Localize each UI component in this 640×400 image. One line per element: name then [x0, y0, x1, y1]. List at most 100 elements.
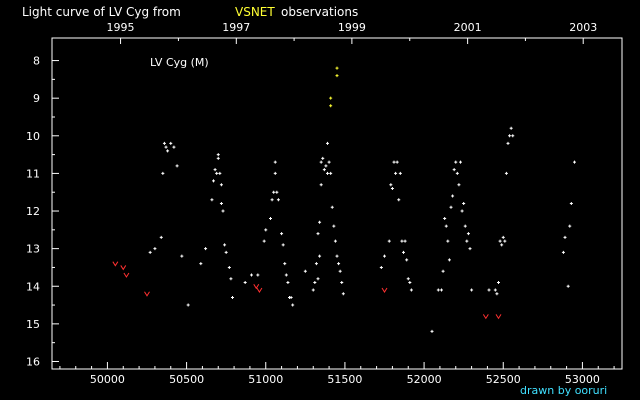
y-tick-label: 12: [26, 205, 40, 218]
observation-point: [387, 239, 391, 243]
observation-point: [319, 160, 323, 164]
observation-point: [162, 141, 166, 145]
observation-point: [501, 235, 505, 239]
top-axis-years: 1995 1997 1999 2001 2003: [107, 21, 597, 44]
observation-point: [204, 247, 208, 251]
observation-point: [459, 160, 462, 164]
observation-point: [210, 198, 214, 202]
observation-point: [455, 171, 459, 175]
x-tick-label: 52000: [407, 373, 442, 386]
credit-label: drawn by ooruri: [520, 384, 607, 397]
upper-limit-points: [112, 261, 502, 320]
observation-point: [269, 217, 272, 221]
observation-point: [322, 168, 326, 172]
observation-point: [229, 277, 233, 281]
observation-point: [398, 171, 402, 175]
observation-point: [281, 243, 285, 247]
observation-point: [218, 171, 222, 175]
x-tick-label: 52500: [486, 373, 521, 386]
observation-point: [465, 239, 469, 243]
observation-point: [397, 198, 401, 202]
observation-point: [276, 198, 280, 202]
observation-point: [273, 171, 277, 175]
observation-point: [169, 141, 173, 145]
observation-point: [568, 224, 572, 228]
observation-point: [313, 280, 317, 284]
observation-point: [500, 243, 504, 247]
observation-point: [164, 145, 168, 149]
observation-point: [180, 254, 184, 258]
observation-point: [175, 164, 179, 168]
observation-point: [219, 202, 223, 205]
upper-limit-point: [112, 261, 119, 267]
x-tick-label: 53000: [565, 373, 600, 386]
y-tick-label: 13: [26, 243, 40, 256]
observation-point: [468, 247, 472, 251]
observation-point: [284, 273, 288, 277]
observation-point: [504, 171, 508, 175]
observation-point: [161, 171, 165, 175]
upper-limit-point: [482, 314, 489, 320]
observation-point: [148, 250, 152, 254]
observation-point: [221, 209, 225, 213]
observation-point: [216, 153, 220, 157]
observation-point: [326, 171, 329, 175]
observation-point: [447, 258, 451, 262]
observation-point: [446, 239, 450, 243]
observation-point: [327, 160, 331, 164]
y-tick-label: 11: [26, 167, 40, 180]
observation-point: [291, 303, 295, 307]
observation-point: [324, 164, 328, 168]
observation-point: [212, 179, 215, 183]
observation-point: [186, 303, 190, 307]
observation-point: [216, 156, 220, 160]
x-axis: 50000 50500 51000 51500 52000 52500 53000: [59, 362, 615, 386]
observation-point: [449, 205, 453, 209]
year-tick-label: 1995: [107, 21, 135, 34]
observation-point: [392, 160, 396, 164]
observation-point: [273, 160, 277, 164]
observation-point: [457, 183, 461, 187]
upper-limit-point: [120, 265, 127, 271]
observation-point: [440, 288, 443, 292]
observation-point: [215, 171, 219, 175]
observation-point: [379, 265, 383, 269]
observation-point: [316, 232, 320, 236]
y-tick-label: 16: [26, 355, 40, 368]
observation-point: [319, 183, 323, 187]
y-tick-label: 10: [26, 130, 40, 143]
observation-point: [561, 250, 565, 254]
chart-title-vsnet: VSNET: [235, 5, 275, 19]
observation-point: [172, 145, 176, 149]
observation-point: [436, 288, 440, 292]
observation-point: [286, 280, 290, 284]
observation-point: [573, 160, 576, 164]
observation-point: [441, 269, 445, 273]
observation-point: [508, 134, 512, 138]
observation-point: [159, 235, 163, 239]
observation-point: [451, 194, 455, 198]
observation-point: [223, 243, 227, 247]
x-tick-label: 51000: [248, 373, 283, 386]
yellow-point: [329, 104, 333, 108]
year-tick-label: 1997: [222, 21, 250, 34]
observation-point: [264, 228, 268, 232]
observation-point: [462, 202, 466, 205]
x-tick-label: 51500: [327, 373, 362, 386]
y-tick-label: 15: [26, 318, 40, 331]
observation-point: [569, 202, 573, 205]
observation-point: [199, 262, 203, 266]
observation-point: [444, 224, 448, 228]
observation-point: [487, 288, 491, 292]
observation-point: [326, 141, 329, 145]
observation-point: [318, 220, 322, 224]
observation-point: [224, 250, 228, 254]
observation-point: [498, 239, 502, 243]
observation-point: [270, 198, 274, 202]
observation-point: [329, 171, 333, 175]
observation-point: [452, 168, 456, 172]
observation-point: [466, 232, 470, 236]
observation-point: [460, 209, 464, 213]
